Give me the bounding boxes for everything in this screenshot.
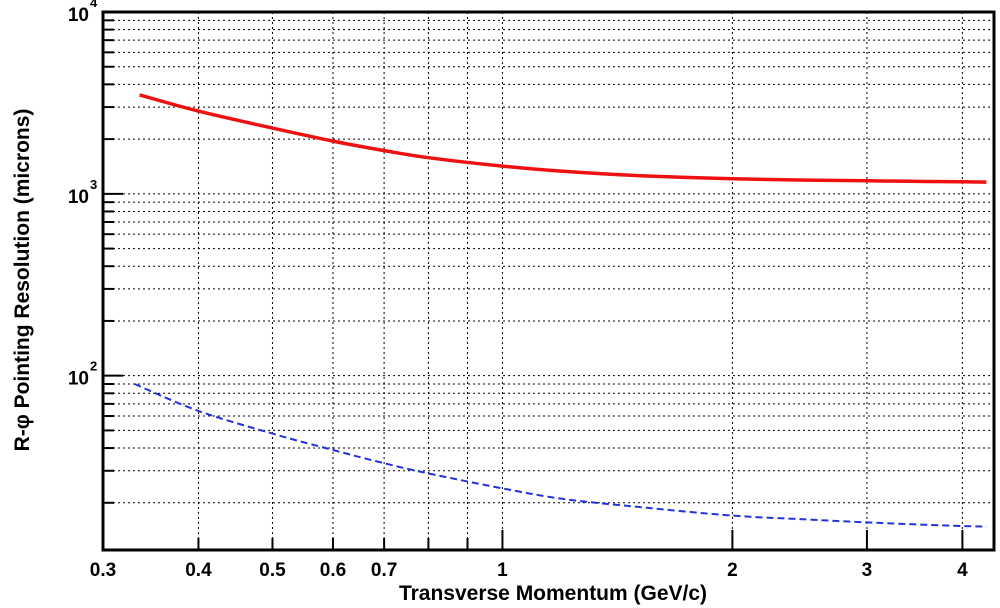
x-axis-title: Transverse Momentum (GeV/c) [399,582,707,605]
x-tick-label: 0.6 [320,560,346,581]
x-tick-label: 2 [727,560,738,581]
x-tick-label: 0.4 [185,560,212,581]
plot-frame [101,10,996,552]
y-tick-label: 10 [68,5,89,26]
y-axis-title: R-φ Pointing Resolution (microns) [11,109,34,452]
x-tick-label: 1 [497,560,508,581]
x-tick-label: 0.7 [371,560,397,581]
y-tick-label: 10 [68,369,89,390]
axes [101,10,996,552]
series-lines [134,93,987,528]
series-line-solid [139,93,987,184]
y-tick-exponent: 4 [90,0,98,10]
y-tick-label: 10 [68,187,89,208]
x-tick-label: 0.5 [259,560,286,581]
y-tick-exponent: 3 [90,177,97,192]
grid-lines [103,12,994,550]
y-tick-exponent: 2 [90,359,97,374]
series-line-dashed [134,383,987,528]
x-tick-label: 0.3 [90,560,116,581]
x-tick-label: 4 [957,560,968,581]
x-tick-label: 3 [862,560,873,581]
axis-ticks [103,19,964,550]
